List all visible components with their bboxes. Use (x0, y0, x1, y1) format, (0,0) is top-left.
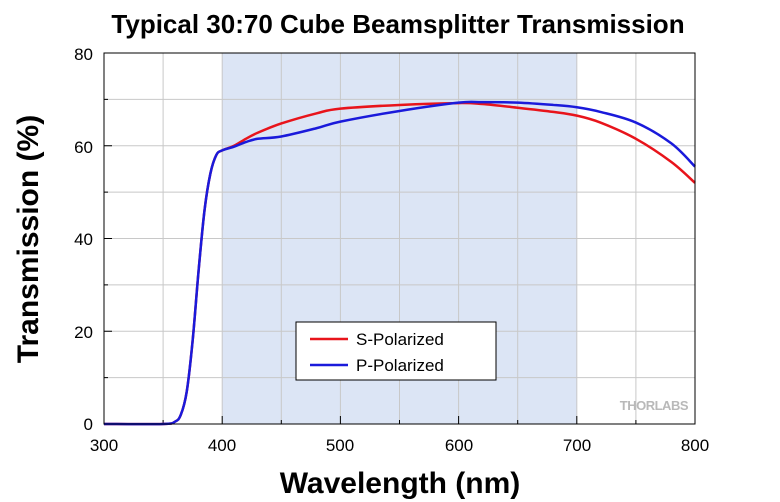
y-tick-label-60: 60 (74, 138, 93, 157)
y-tick-label-80: 80 (74, 45, 93, 64)
series-line-p-polarized (103, 100, 696, 426)
x-tick-label-800: 800 (681, 436, 709, 455)
y-tick-label-20: 20 (74, 323, 93, 342)
plot-frame (103, 52, 696, 425)
legend-label-p-polarized: P-Polarized (356, 356, 444, 375)
y-tick-label-0: 0 (84, 415, 93, 434)
x-tick-label-400: 400 (208, 436, 236, 455)
thorlabs-watermark: THORLABS (620, 398, 689, 413)
legend: S-Polarized P-Polarized (295, 321, 497, 381)
legend-label-s-polarized: S-Polarized (356, 330, 444, 349)
x-tick-label-500: 500 (326, 436, 354, 455)
series-lines (103, 100, 696, 426)
x-tick-label-700: 700 (563, 436, 591, 455)
y-axis-label: Transmission (%) (12, 115, 45, 363)
chart-title: Typical 30:70 Cube Beamsplitter Transmis… (111, 9, 684, 39)
legend-box (295, 321, 497, 381)
x-axis-label: Wavelength (nm) (280, 467, 521, 500)
x-tick-label-300: 300 (90, 436, 118, 455)
y-tick-label-40: 40 (74, 230, 93, 249)
x-tick-label-600: 600 (445, 436, 473, 455)
